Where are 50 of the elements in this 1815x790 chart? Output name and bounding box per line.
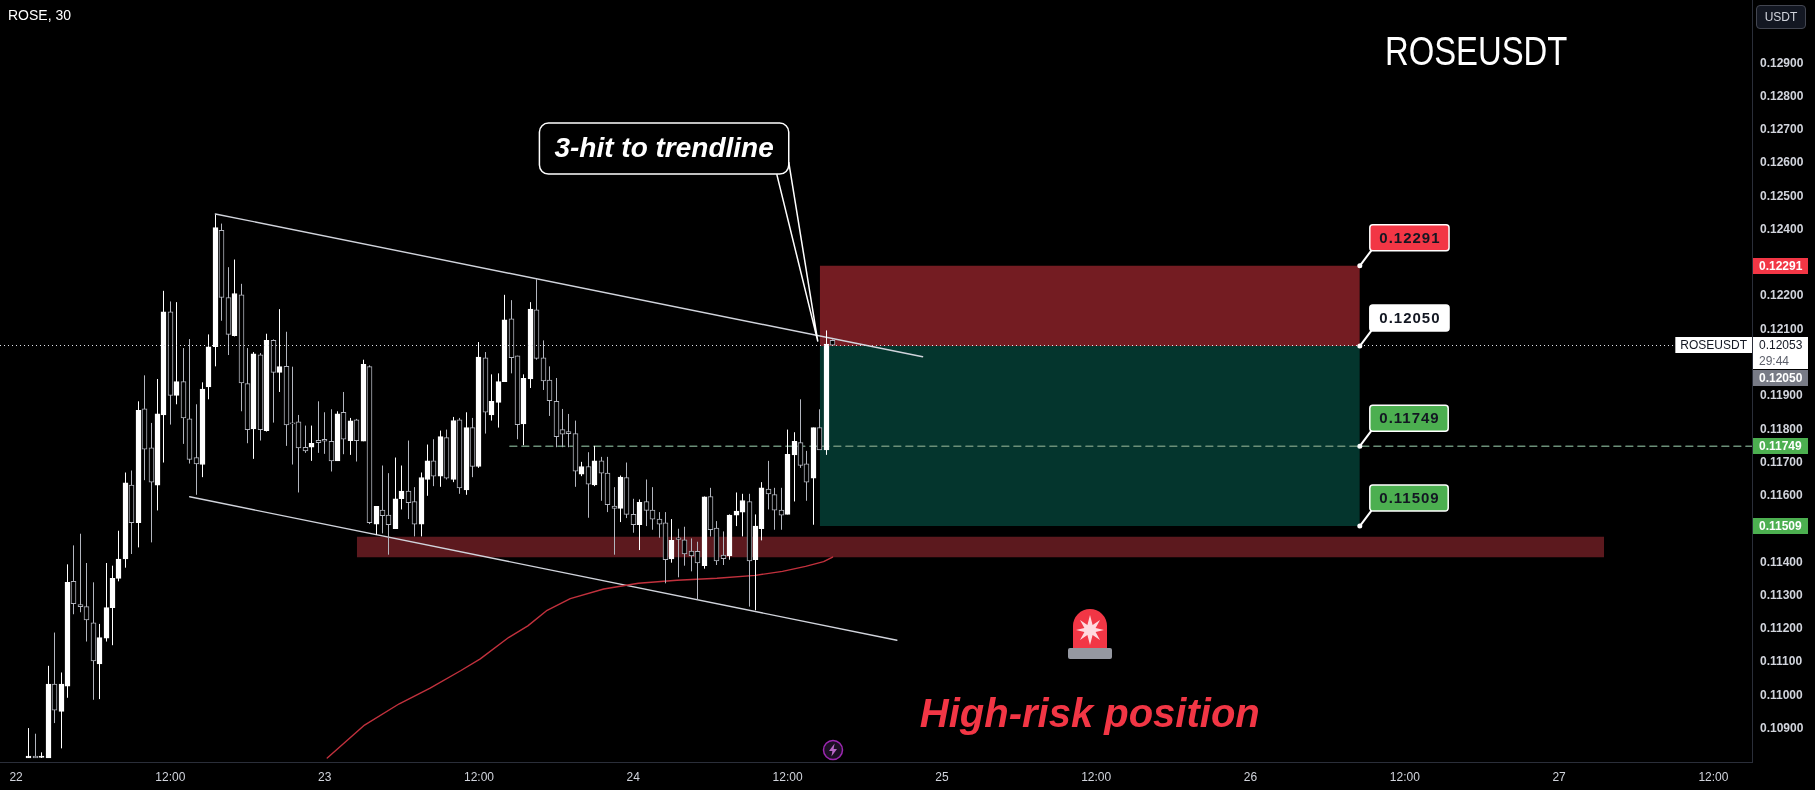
candlestick — [77, 533, 84, 613]
text: 0.11509 — [1759, 518, 1803, 533]
y-tick-label: 0.12800 — [1760, 88, 1804, 103]
annotation: 3-hit to trendline — [554, 132, 774, 164]
x-tick-label: 22 — [9, 769, 24, 784]
y-tick-label: 0.11000 — [1760, 687, 1804, 702]
annotation: 0.12050 — [1379, 309, 1441, 327]
y-tick-label: 0.12100 — [1760, 321, 1804, 336]
candlestick — [308, 425, 315, 462]
x-tick-label: 23 — [318, 769, 332, 784]
y-tick-label: 0.11700 — [1760, 454, 1804, 469]
x-tick-label: 24 — [626, 769, 641, 784]
y-tick-label: 0.12600 — [1760, 155, 1804, 170]
candlestick — [276, 308, 283, 393]
x-tick-label: 27 — [1552, 769, 1567, 784]
x-tick-label: 12:00 — [1081, 769, 1112, 784]
ref-line-label: 0.12053 — [1759, 337, 1803, 352]
annotation: High-risk position — [919, 691, 1260, 736]
y-tick-label: 0.12900 — [1760, 55, 1804, 70]
x-tick-label: 12:00 — [1698, 769, 1729, 784]
x-tick-label: 12:00 — [1389, 769, 1421, 784]
candlestick — [675, 528, 682, 578]
y-tick-label: 0.11200 — [1760, 621, 1804, 636]
y-tick-label: 0.12200 — [1760, 288, 1804, 303]
y-tick-label: 0.11800 — [1760, 421, 1804, 436]
x-tick-label: 26 — [1243, 769, 1258, 784]
text: 0.12050 — [1759, 370, 1803, 385]
y-tick-label: 0.11300 — [1760, 587, 1804, 602]
y-tick-label: 0.12700 — [1760, 122, 1804, 137]
x-tick-label: 12:00 — [463, 769, 495, 784]
x-tick-label: 12:00 — [155, 769, 186, 784]
text: 0.11749 — [1759, 438, 1803, 453]
y-tick-label: 0.10900 — [1760, 721, 1804, 736]
text: 0.12291 — [1759, 258, 1803, 273]
text: ROSEUSDT — [1385, 29, 1568, 73]
y-axis-title: USDT — [1756, 5, 1806, 29]
annotation: 0.11509 — [1379, 489, 1440, 507]
y-tick-label: 0.11600 — [1760, 488, 1804, 503]
y-tick-label: 0.11900 — [1760, 388, 1804, 403]
x-tick-label: 25 — [935, 769, 949, 784]
text: 29:44 — [1759, 353, 1790, 368]
y-tick-label: 0.11400 — [1760, 554, 1804, 569]
annotation: 0.12291 — [1379, 229, 1441, 247]
y-tick-label: 0.11100 — [1760, 654, 1803, 669]
annotation: 0.11749 — [1379, 409, 1440, 427]
text: ROSE, 30 — [8, 7, 72, 23]
x-tick-label: 12:00 — [772, 769, 803, 784]
y-tick-label: 0.12400 — [1760, 221, 1804, 236]
y-tick-label: 0.12500 — [1760, 188, 1804, 203]
text: ROSEUSDT — [1680, 337, 1748, 352]
